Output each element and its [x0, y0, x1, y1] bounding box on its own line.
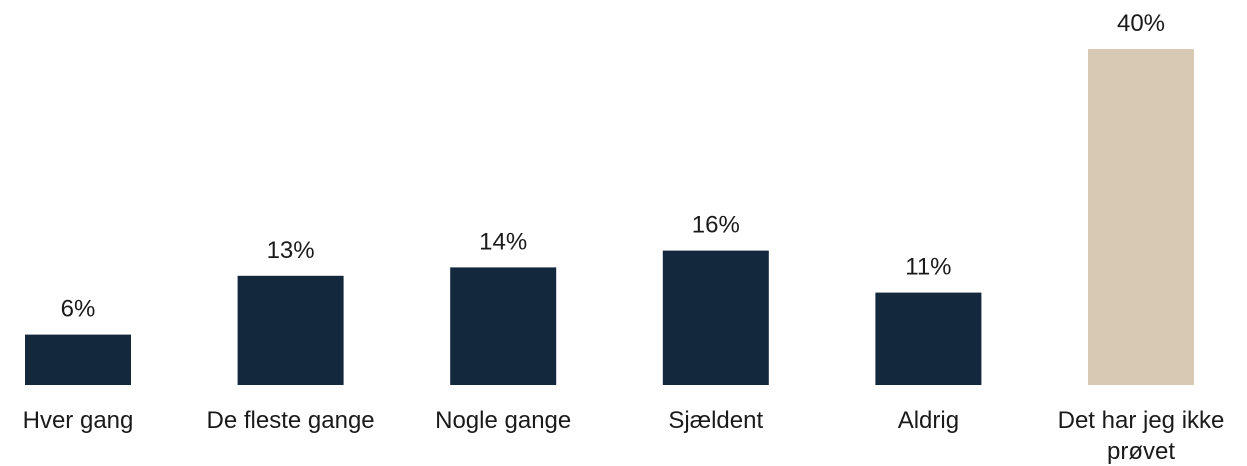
category-label-3: Sjældent: [668, 407, 763, 434]
value-label-5: 40%: [1117, 10, 1165, 37]
bar-1: [237, 275, 344, 385]
category-label-0-line-0: Hver gang: [23, 407, 134, 434]
category-label-4-line-0: Aldrig: [898, 407, 959, 434]
bar-3: [662, 250, 769, 385]
category-label-5-line-1: prøvet: [1107, 438, 1175, 465]
value-labels-group: 6% 13% 14% 16% 11% 40%: [61, 10, 1165, 323]
category-label-4: Aldrig: [898, 407, 959, 434]
value-label-4: 11%: [905, 254, 951, 281]
bar-5: [1088, 49, 1194, 385]
bar-4: [875, 292, 982, 385]
category-labels-group: Hver gang De fleste gange Nogle gange Sjæld…: [23, 407, 1225, 465]
bar-2: [450, 267, 557, 385]
category-label-1-line-0: De fleste gange: [207, 407, 375, 434]
category-label-5: Det har jeg ikke prøvet: [1058, 407, 1225, 465]
category-label-0: Hver gang: [23, 407, 134, 434]
category-label-2-line-0: Nogle gange: [435, 407, 571, 434]
bar-0: [25, 334, 131, 385]
category-label-3-line-0: Sjældent: [668, 407, 763, 434]
category-label-2: Nogle gange: [435, 407, 571, 434]
value-label-0: 6%: [61, 296, 96, 323]
value-label-3: 16%: [692, 212, 740, 239]
category-label-1: De fleste gange: [207, 407, 375, 434]
category-label-5-line-0: Det har jeg ikke: [1058, 407, 1225, 434]
value-label-1: 13%: [267, 237, 315, 264]
value-label-2: 14%: [479, 228, 527, 255]
bars-group: [25, 49, 1194, 385]
